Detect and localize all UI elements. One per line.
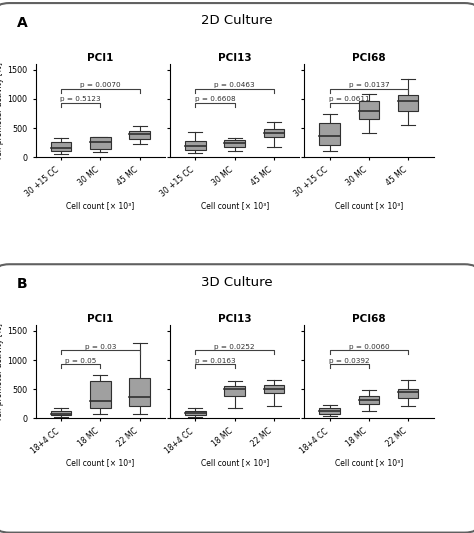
Title: PCI1: PCI1	[87, 53, 113, 63]
Text: p = 0.0163: p = 0.0163	[195, 358, 235, 364]
X-axis label: Cell count [× 10³]: Cell count [× 10³]	[335, 201, 403, 211]
X-axis label: Cell count [× 10³]: Cell count [× 10³]	[201, 201, 269, 211]
Title: PCI13: PCI13	[218, 314, 251, 325]
Text: p = 0.03: p = 0.03	[85, 344, 116, 350]
Text: p = 0.0060: p = 0.0060	[348, 344, 389, 350]
Text: p = 0.0137: p = 0.0137	[348, 83, 389, 88]
FancyBboxPatch shape	[0, 264, 474, 532]
Text: 2D Culture: 2D Culture	[201, 14, 273, 27]
Bar	[185, 410, 206, 415]
Text: 3D Culture: 3D Culture	[201, 276, 273, 289]
Bar	[359, 101, 379, 119]
Y-axis label: rel. promoter activity [%]: rel. promoter activity [%]	[0, 62, 4, 159]
Bar	[264, 128, 284, 138]
Bar	[359, 395, 379, 403]
FancyBboxPatch shape	[0, 3, 474, 271]
X-axis label: Cell count [× 10³]: Cell count [× 10³]	[201, 458, 269, 467]
Bar	[398, 389, 419, 398]
Text: p = 0.0611: p = 0.0611	[329, 96, 370, 102]
Title: PCI1: PCI1	[87, 314, 113, 325]
Bar	[129, 131, 150, 139]
Title: PCI68: PCI68	[352, 314, 386, 325]
Text: p = 0.0392: p = 0.0392	[329, 358, 370, 364]
Bar	[51, 142, 71, 151]
Text: p = 0.6608: p = 0.6608	[195, 96, 235, 102]
Bar	[90, 381, 110, 408]
Text: p = 0.0463: p = 0.0463	[214, 83, 255, 88]
Bar	[319, 124, 340, 145]
Text: A: A	[17, 16, 27, 30]
Bar	[398, 95, 419, 110]
Text: p = 0.05: p = 0.05	[65, 358, 96, 364]
X-axis label: Cell count [× 10³]: Cell count [× 10³]	[66, 458, 135, 467]
Text: p = 0.0070: p = 0.0070	[80, 83, 121, 88]
Bar	[264, 385, 284, 393]
Text: B: B	[17, 277, 27, 291]
X-axis label: Cell count [× 10³]: Cell count [× 10³]	[66, 201, 135, 211]
Bar	[129, 377, 150, 406]
Bar	[90, 138, 110, 149]
Bar	[224, 386, 245, 396]
Bar	[51, 411, 71, 415]
X-axis label: Cell count [× 10³]: Cell count [× 10³]	[335, 458, 403, 467]
Text: p = 0.5123: p = 0.5123	[60, 96, 101, 102]
Title: PCI68: PCI68	[352, 53, 386, 63]
Bar	[224, 140, 245, 147]
Bar	[185, 141, 206, 150]
Text: p = 0.0252: p = 0.0252	[214, 344, 255, 350]
Title: PCI13: PCI13	[218, 53, 251, 63]
Y-axis label: rel. promoter activity [%]: rel. promoter activity [%]	[0, 324, 4, 420]
Bar	[319, 408, 340, 414]
